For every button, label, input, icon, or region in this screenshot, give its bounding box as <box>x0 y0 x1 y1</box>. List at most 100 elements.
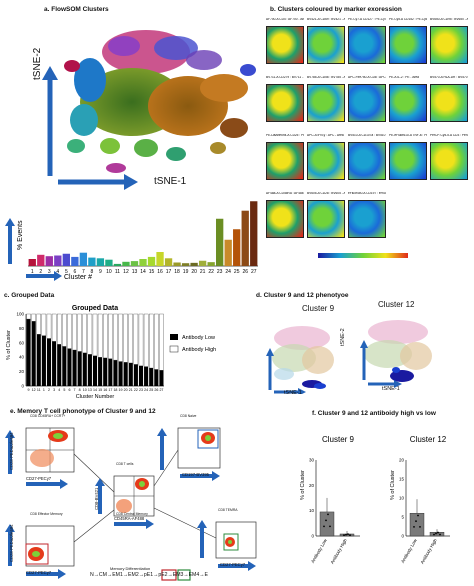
hist-bar <box>147 256 156 266</box>
marker-caption: APC-Fire750-A CD8 : APC-Fire750 - Area <box>348 76 386 79</box>
hist-bar <box>54 255 62 266</box>
hist-tick-label: 26 <box>242 269 248 275</box>
memory-diff-caption: Memory Differentiation <box>110 566 151 571</box>
f-point <box>323 525 325 528</box>
legend-label-low: Antibody Low <box>182 335 215 341</box>
bar-antibody-high <box>108 313 113 359</box>
marker-umap-tile <box>430 84 468 122</box>
bar-antibody-high <box>113 313 118 361</box>
memory-tcell-gating <box>5 427 257 581</box>
grouped-y-tick: 40 <box>19 355 25 360</box>
hist-tick-label: 11 <box>115 269 120 275</box>
marker-caption: BV605-A CD28 : BV605 - Area <box>307 192 345 195</box>
grouped-x-tick: 19 <box>119 388 123 392</box>
f-point <box>417 514 419 517</box>
hist-x-arrowhead <box>54 271 62 281</box>
bar-antibody-high <box>51 313 57 342</box>
hist-tick-label: 27 <box>251 269 257 275</box>
grouped-x-tick: 11 <box>37 388 41 392</box>
legend-swatch-high <box>169 345 179 353</box>
hist-bar <box>241 210 249 266</box>
bar-antibody-low <box>26 319 31 386</box>
marker-caption: PerCP-Cy5-5-A CD3 : PerCP-Cy5-5 - Area <box>430 134 468 137</box>
hist-bar <box>105 259 113 266</box>
axis-cd8: CD8-BV421 <box>94 487 99 510</box>
f-y-tick: 5 <box>401 515 404 520</box>
bar-antibody-high <box>133 313 139 365</box>
grouped-x-tick: 15 <box>98 388 102 392</box>
f-ylabel: % of Cluster <box>390 470 396 500</box>
bar-antibody-low <box>82 352 87 386</box>
bar-antibody-high <box>62 313 67 347</box>
hist-bar <box>216 218 224 266</box>
marker-caption: BV421-A CD69 : BV421 - Area <box>307 18 345 21</box>
hist-bar <box>181 263 190 266</box>
marker-umap-tile <box>389 142 427 180</box>
hist-tick-label: 7 <box>82 269 85 275</box>
gate-label-0: CD8 CD45RA+ CCR7+ <box>30 414 66 418</box>
panel-d-title: d. Cluster 9 and 12 phenotyoe <box>256 292 349 299</box>
f-y-tick: 30 <box>309 458 315 463</box>
grouped-x-tick: 26 <box>154 388 158 392</box>
axis-cd28-bottom: CD28-PEDazzle594 <box>9 524 14 562</box>
hist-tick-label: 2 <box>39 269 42 275</box>
differentiation-formula: N→CM→EM1→EM2→pE1→pE2→EM3→EM4→E <box>90 572 208 578</box>
marker-caption: BV785-A CD56 : BV785 - Area <box>307 76 345 79</box>
grouped-x-tick: 20 <box>124 388 128 392</box>
tsne-scatter <box>42 30 256 190</box>
hist-tick-label: 21 <box>200 269 206 275</box>
bar-antibody-low <box>144 366 149 386</box>
d-left-tsne1: tSNE-1 <box>284 390 302 396</box>
f-x-tick: Antibody Low <box>400 537 418 564</box>
hist-tick-label: 3 <box>48 269 51 275</box>
gate-label-1: CD8 Naive <box>180 414 197 418</box>
grouped-chart-title: Grouped Data <box>72 305 118 312</box>
f-y-tick: 0 <box>401 534 404 539</box>
hist-bar <box>198 260 207 266</box>
hist-bar <box>37 254 45 266</box>
marker-caption: APC-A IFN-y : APC - Area <box>307 134 344 137</box>
f-point <box>437 531 439 534</box>
hist-tick-label: 8 <box>90 269 93 275</box>
bar-antibody-high <box>36 313 41 335</box>
bar-antibody-high <box>46 313 52 339</box>
bar-antibody-high <box>57 313 62 345</box>
gate-label-4: CD8 TEMRA <box>218 508 238 512</box>
grouped-x-tick: 3 <box>53 388 55 392</box>
hist-y-arrowhead <box>5 218 15 226</box>
grouped-y-tick: 60 <box>19 340 25 345</box>
panel-e-title: e. Memory T cell phonotype of Cluster 9 … <box>10 408 156 415</box>
bar-antibody-high <box>87 313 93 355</box>
f-point <box>329 525 331 528</box>
hist-bar <box>156 252 164 266</box>
hist-tick-label: 24 <box>225 269 231 275</box>
grouped-x-tick: 8 <box>79 388 81 392</box>
bar-antibody-high <box>31 313 36 322</box>
hist-bar <box>113 263 122 266</box>
hist-bar <box>28 259 36 266</box>
marker-umap-tile <box>266 142 304 180</box>
marker-caption: AF700-A CD4 : AF700 - Area <box>266 18 304 21</box>
bar-antibody-low <box>159 370 164 386</box>
grouped-y-tick: 80 <box>19 326 25 331</box>
bar-antibody-high <box>103 313 108 359</box>
marker-caption: PE-Cy7-A CD127 : PE-Cy7 - Area <box>348 18 386 21</box>
hist-bar <box>190 262 198 266</box>
f-point <box>435 532 437 535</box>
f-bar <box>429 531 445 537</box>
bar-antibody-high <box>97 313 103 358</box>
tsne1-label: tSNE-1 <box>154 176 187 187</box>
hist-bar <box>233 229 241 266</box>
grouped-x-tick: 6 <box>68 388 70 392</box>
grouped-x-tick: 25 <box>149 388 153 392</box>
f-point <box>439 533 441 536</box>
cluster-histogram: 1 2 3 4 5 6 7 8 9 10 11 12 13 14 15 16 17 18 19 20 21 22 23 24 2… <box>5 201 258 281</box>
marker-umap-tile <box>348 84 386 122</box>
bar-antibody-low <box>133 364 138 386</box>
bar-antibody-low <box>67 348 72 386</box>
grouped-xlabel: Cluster Number <box>76 394 115 400</box>
axis-cd27-bottom: CD27-PECy7 <box>26 570 52 575</box>
hist-tick-label: 19 <box>183 269 189 275</box>
bar-antibody-high <box>149 313 154 369</box>
grouped-x-tick: 4 <box>58 388 60 392</box>
